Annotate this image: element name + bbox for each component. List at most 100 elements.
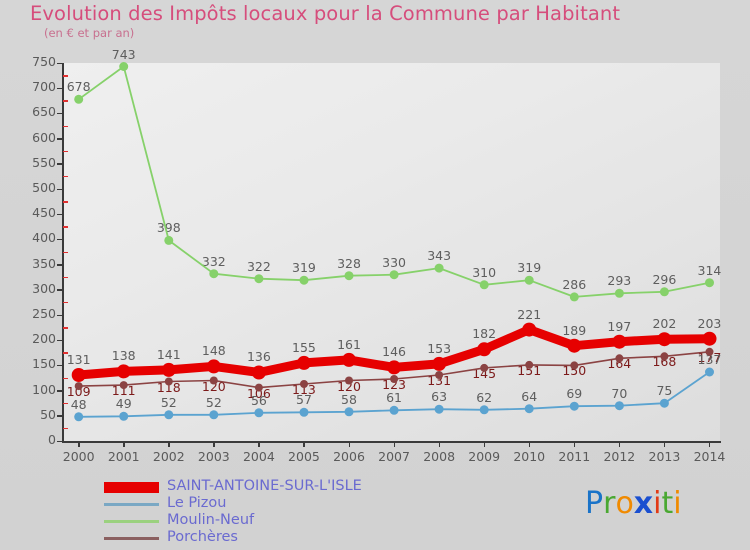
y-tick-major (57, 112, 63, 115)
x-tick (393, 441, 396, 447)
x-tick (258, 441, 260, 447)
y-tick-minor (63, 150, 68, 153)
y-tick-minor (63, 100, 68, 102)
plot-area (62, 63, 720, 441)
page-subtitle: (en € et par an) (44, 26, 135, 40)
y-tick-major (57, 289, 63, 291)
y-tick-label: 150 (32, 356, 56, 372)
x-tick-label: 2000 (62, 449, 95, 464)
y-tick-major (57, 314, 63, 316)
y-tick-label: 550 (32, 154, 56, 170)
x-tick-label: 2007 (378, 449, 410, 464)
x-tick-label: 2012 (603, 449, 636, 464)
y-tick-major (57, 238, 63, 241)
y-tick-label: 100 (32, 381, 56, 397)
proxiti-logo[interactable]: Proxiti (585, 486, 682, 521)
x-tick-label: 2003 (197, 449, 230, 464)
y-tick-minor (63, 276, 68, 279)
legend-label: Porchères (167, 529, 238, 545)
y-tick-label: 700 (32, 79, 56, 95)
logo-letter: o (615, 486, 634, 521)
legend-item[interactable]: Moulin-Neuf (62, 512, 482, 530)
y-tick-major (57, 415, 63, 417)
y-axis-line (62, 63, 64, 442)
x-tick-label: 2009 (468, 449, 501, 464)
x-tick-label: 2006 (333, 449, 365, 464)
x-tick (168, 441, 170, 447)
chart-svg (62, 63, 720, 441)
x-tick-label: 2013 (648, 449, 681, 464)
y-tick-minor (63, 75, 68, 77)
y-tick-major (57, 138, 63, 140)
y-tick-major (57, 390, 63, 392)
legend-swatch (104, 503, 159, 506)
x-tick (483, 441, 486, 447)
y-tick-label: 50 (40, 406, 56, 422)
x-tick-label: 2001 (107, 449, 140, 464)
y-tick-major (57, 163, 63, 165)
legend-item[interactable]: SAINT-ANTOINE-SUR-L'ISLE (62, 478, 482, 496)
page-title: Evolution des Impôts locaux pour la Comm… (30, 2, 621, 25)
x-tick-label: 2005 (288, 449, 320, 464)
y-tick-minor (63, 251, 68, 253)
y-tick-label: 500 (32, 180, 56, 195)
y-tick-major (57, 364, 63, 367)
x-tick-label: 2010 (513, 449, 546, 464)
x-tick (123, 441, 125, 447)
y-tick-minor (63, 125, 68, 127)
legend-swatch (104, 537, 159, 540)
x-tick-label: 2014 (693, 449, 726, 464)
legend-label: Le Pizou (167, 495, 227, 511)
y-tick-label: 600 (32, 129, 56, 145)
x-tick (78, 441, 80, 447)
y-tick-label: 650 (32, 104, 56, 120)
chart-legend: SAINT-ANTOINE-SUR-L'ISLE Le Pizou Moulin-N… (62, 478, 482, 547)
y-tick-minor (63, 301, 68, 304)
y-tick-major (57, 87, 63, 90)
y-tick-minor (63, 327, 68, 329)
y-tick-label: 400 (32, 230, 56, 246)
logo-letter: i (673, 486, 682, 521)
legend-item[interactable]: Le Pizou (62, 495, 482, 513)
x-tick (348, 441, 350, 447)
legend-item[interactable]: Porchères (62, 529, 482, 547)
x-axis-line (62, 441, 721, 443)
x-tick-label: 2004 (242, 449, 275, 464)
x-tick-label: 2011 (558, 449, 591, 464)
data-value-label: 743 (111, 46, 136, 62)
y-tick-minor (63, 226, 68, 228)
x-tick (438, 441, 441, 447)
x-tick (303, 441, 305, 447)
legend-swatch (104, 482, 159, 493)
logo-letter: t (661, 486, 674, 521)
y-tick-major (57, 440, 63, 442)
y-tick-major (57, 339, 63, 342)
logo-letter: P (585, 486, 604, 521)
x-tick (573, 441, 576, 447)
y-tick-minor (63, 402, 68, 405)
x-tick-label: 2002 (152, 449, 185, 464)
y-tick-major (57, 264, 63, 266)
y-tick-label: 300 (32, 280, 56, 296)
x-tick (528, 441, 531, 447)
legend-label: Moulin-Neuf (167, 512, 255, 528)
logo-letter: x (633, 486, 654, 521)
y-tick-minor (63, 427, 68, 430)
y-tick-label: 450 (32, 205, 56, 221)
x-tick (663, 441, 666, 447)
y-tick-label: 200 (32, 331, 56, 347)
logo-letter: i (653, 486, 662, 521)
legend-swatch (104, 520, 159, 523)
y-tick-minor (63, 201, 68, 203)
y-tick-major (57, 62, 63, 64)
y-tick-label: 350 (32, 255, 56, 271)
y-tick-major (57, 213, 63, 216)
y-tick-minor (63, 175, 68, 178)
y-tick-label: 250 (32, 306, 56, 321)
x-tick (213, 441, 215, 447)
y-tick-minor (63, 352, 68, 354)
y-tick-label: 750 (32, 54, 56, 69)
x-tick (618, 441, 621, 447)
legend-label: SAINT-ANTOINE-SUR-L'ISLE (167, 478, 362, 494)
